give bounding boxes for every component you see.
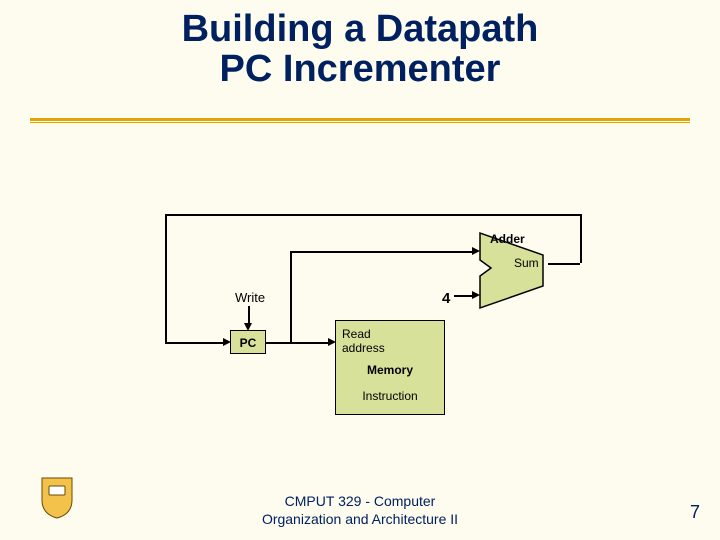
read-address-label: Read address [342, 327, 385, 355]
instruction-label: Instruction [336, 389, 444, 403]
wire-into-pc [165, 342, 223, 344]
memory-box: Read address Memory Instruction [335, 320, 445, 415]
footer-course-label: CMPUT 329 - Computer Organization and Ar… [0, 492, 720, 528]
wire-pc-to-mem [266, 342, 328, 344]
write-label: Write [235, 290, 265, 305]
constant-4-label: 4 [442, 290, 450, 307]
wire-4-to-adder [454, 295, 472, 297]
slide-title: Building a Datapath PC Incrementer [0, 10, 720, 90]
memory-name-label: Memory [336, 363, 444, 377]
title-underline-thick [30, 118, 690, 121]
title-underline-thin [30, 122, 690, 123]
page-number: 7 [690, 502, 700, 523]
pc-label: PC [240, 336, 257, 350]
wire-pc-down [165, 214, 167, 342]
wire-sum-up [580, 214, 582, 263]
datapath-diagram: PC Write Read address Memory Instruction… [80, 190, 640, 460]
adder-label: Adder [490, 232, 525, 246]
wire-sum-top [165, 214, 582, 216]
wire-pc-to-adder-h [290, 251, 472, 253]
sum-label: Sum [514, 256, 539, 270]
wire-write-to-pc [248, 306, 250, 324]
wire-pc-to-adder-v [290, 251, 292, 342]
pc-register-box: PC [230, 330, 266, 354]
